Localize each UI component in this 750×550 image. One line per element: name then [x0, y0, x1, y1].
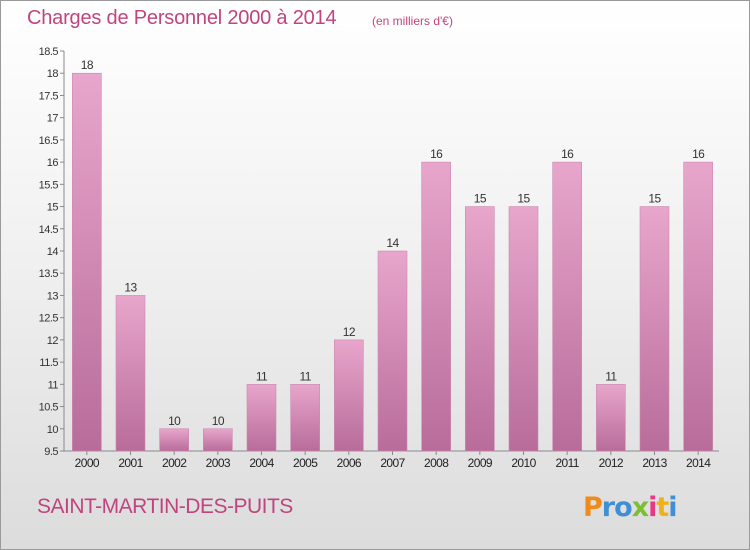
bar-2007 [377, 250, 408, 452]
y-tick-label: 12.5 [39, 313, 59, 325]
bar-2010 [508, 206, 539, 452]
bar-2000 [72, 72, 102, 452]
y-tick-label: 15.5 [39, 179, 59, 191]
y-tick-label: 13.5 [39, 268, 59, 280]
x-tick-label: 2009 [468, 456, 493, 470]
data-label: 12 [343, 325, 356, 339]
y-tick-label: 18.5 [39, 46, 59, 58]
y-tick-label: 16 [47, 157, 59, 169]
y-tick-label: 17 [47, 113, 59, 125]
y-tick-label: 11 [48, 379, 59, 391]
data-label: 16 [430, 147, 443, 161]
chart-title: Charges de Personnel 2000 à 2014 [27, 7, 337, 29]
bar-2001 [115, 295, 146, 452]
y-tick-label: 14.5 [39, 224, 59, 236]
x-tick-label: 2003 [206, 456, 231, 470]
y-tick-label: 17.5 [39, 90, 59, 102]
y-tick-label: 10 [47, 424, 59, 436]
bar-2005 [290, 384, 320, 452]
data-label: 15 [648, 192, 661, 206]
bar-2011 [552, 161, 582, 452]
chart-subtitle: (en milliers d'€) [372, 14, 453, 28]
x-tick-label: 2010 [511, 456, 536, 470]
bar-2014 [683, 161, 713, 452]
x-tick-label: 2011 [555, 456, 579, 470]
data-label: 16 [561, 147, 574, 161]
y-tick-label: 11.5 [39, 357, 58, 369]
bar-2012 [596, 384, 626, 452]
data-label: 15 [474, 192, 487, 206]
bar-2013 [639, 206, 670, 452]
x-tick-label: 2001 [118, 456, 143, 470]
data-label: 18 [81, 58, 94, 72]
data-label: 11 [300, 369, 312, 383]
x-tick-label: 2004 [249, 456, 274, 470]
bar-2009 [465, 206, 495, 452]
data-label: 11 [256, 369, 268, 383]
data-label: 10 [168, 414, 181, 428]
y-tick-label: 15 [47, 202, 59, 214]
x-tick-label: 2012 [599, 456, 624, 470]
bar-2002 [159, 428, 189, 452]
bar-2006 [334, 339, 364, 452]
x-tick-label: 2014 [686, 456, 711, 470]
x-tick-label: 2013 [642, 456, 667, 470]
y-tick-label: 13 [47, 290, 59, 302]
y-tick-label: 12 [47, 335, 59, 347]
data-label: 15 [517, 192, 530, 206]
bar-2004 [246, 384, 277, 452]
x-tick-label: 2005 [293, 456, 318, 470]
x-tick-label: 2000 [75, 456, 100, 470]
y-tick-label: 18 [47, 68, 59, 80]
data-label: 14 [386, 236, 399, 250]
x-tick-label: 2002 [162, 456, 187, 470]
y-tick-label: 10.5 [39, 402, 59, 414]
y-tick-label: 9.5 [44, 446, 58, 458]
bar-2008 [421, 161, 451, 452]
y-tick-label: 14 [47, 246, 59, 258]
proxiti-logo: Proxiti [583, 492, 678, 523]
bar-2003 [203, 428, 233, 452]
y-tick-label: 16.5 [39, 135, 59, 147]
commune-name: SAINT-MARTIN-DES-PUITS [37, 495, 293, 518]
svg-text:Proxiti: Proxiti [583, 492, 677, 523]
data-label: 13 [124, 280, 137, 294]
data-label: 16 [692, 147, 705, 161]
x-tick-label: 2008 [424, 456, 449, 470]
x-tick-label: 2006 [337, 456, 362, 470]
data-label: 10 [212, 414, 225, 428]
x-tick-label: 2007 [380, 456, 405, 470]
data-label: 11 [605, 369, 617, 383]
